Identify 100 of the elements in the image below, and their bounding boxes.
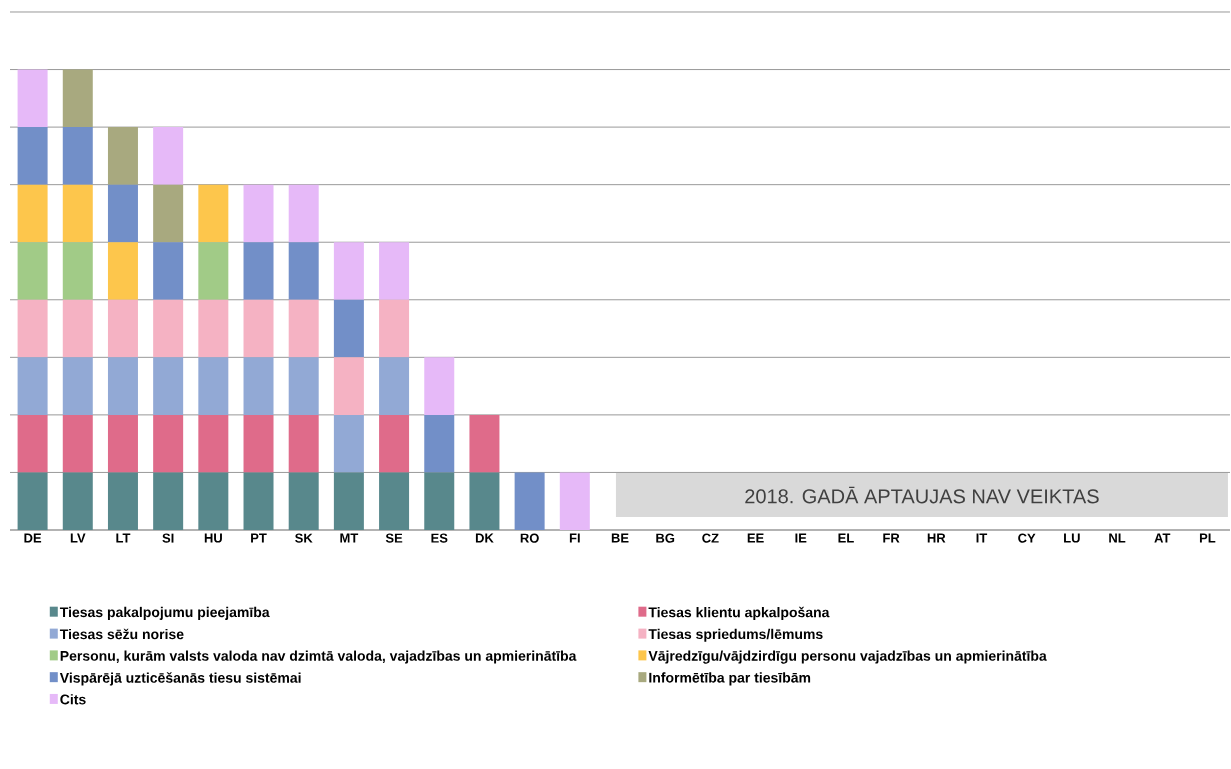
bar: [17, 69, 48, 128]
legend-label: Tiesas pakalpojumu pieejamība: [59, 606, 270, 620]
bar: [424, 472, 455, 530]
bar: [379, 414, 410, 473]
x-tick-label: NL: [1109, 533, 1126, 543]
bar: [514, 472, 545, 530]
legend-label: Tiesas klientu apkalpošana: [648, 606, 830, 621]
x-tick-label: MT: [340, 533, 359, 543]
bar: [333, 242, 364, 300]
bar: [107, 299, 138, 358]
bar: [62, 414, 93, 473]
x-tick-label: LV: [70, 533, 86, 543]
bar: [107, 184, 138, 243]
bar: [107, 242, 138, 300]
x-tick-label: LT: [116, 533, 131, 543]
x-tick-label: BG: [656, 533, 675, 543]
bar: [198, 242, 229, 300]
x-tick-label: HU: [204, 533, 222, 543]
x-tick-label: IT: [976, 533, 988, 543]
legend-label: Personu, kurām valsts valoda nav dzimtā valoda, vajadzības un apmierinātība: [60, 650, 577, 664]
bar: [379, 357, 410, 415]
x-tick-label: PT: [251, 533, 267, 543]
bar: [107, 414, 138, 473]
bar: [17, 472, 48, 530]
legend-label: Tiesas spriedums/lēmums: [648, 628, 823, 642]
bar: [107, 472, 138, 530]
x-tick-label: HR: [927, 533, 946, 543]
legend-label: Vispārējā uzticēšanās tiesu sistēmai: [59, 672, 301, 686]
x-tick-label: LU: [1064, 533, 1080, 543]
bar: [107, 127, 138, 185]
x-tick-label: SE: [385, 533, 403, 543]
bar: [379, 299, 410, 358]
bar: [198, 472, 229, 530]
x-tick-label: SK: [295, 533, 313, 543]
bar: [17, 299, 48, 358]
x-tick-label: CY: [1018, 533, 1036, 543]
bar: [243, 184, 274, 243]
bar: [153, 127, 184, 185]
bar: [153, 299, 184, 358]
bar: [243, 299, 274, 358]
bar: [153, 472, 184, 530]
x-tick-label: AT: [1154, 533, 1171, 543]
bar: [243, 414, 274, 473]
bar: [288, 242, 319, 300]
bar: [17, 127, 48, 185]
bar: [62, 69, 93, 128]
x-tick-label: PL: [1199, 533, 1216, 543]
bar: [153, 184, 184, 243]
bar: [17, 414, 48, 473]
bar: [243, 357, 274, 415]
bar: [62, 184, 93, 243]
bar: [288, 184, 319, 243]
bar: [198, 357, 229, 415]
bar: [198, 414, 229, 473]
bar: [198, 299, 229, 358]
bar: [243, 472, 274, 530]
annotation: 2018. GADĀ APTAUJAS NAV VEIKTAS: [745, 486, 1099, 504]
x-tick-label: DK: [475, 533, 494, 543]
bar: [198, 184, 229, 243]
bar: [333, 414, 364, 473]
bar: [469, 414, 500, 473]
bar: [17, 184, 48, 243]
x-tick-label: EE: [747, 533, 764, 543]
x-tick-label: FR: [883, 533, 900, 543]
x-tick-label: FI: [569, 533, 580, 543]
legend-label: Informētība par tiesībām: [649, 672, 811, 686]
bar: [17, 242, 48, 300]
bar: [62, 472, 93, 530]
x-tick-label: IE: [795, 533, 807, 543]
x-tick-label: CZ: [702, 533, 719, 543]
bar: [288, 299, 319, 358]
bar: [288, 414, 319, 473]
x-tick-label: EL: [838, 533, 854, 543]
bar: [153, 242, 184, 300]
bar: [62, 299, 93, 358]
x-tick-label: SI: [162, 533, 174, 543]
bar: [379, 472, 410, 530]
bar: [153, 357, 184, 415]
bar: [424, 414, 455, 473]
bar: [333, 357, 364, 415]
bar: [379, 242, 410, 300]
bar: [424, 357, 455, 415]
legend-label: Tiesas sēžu norise: [59, 628, 184, 640]
x-tick-label: ES: [431, 533, 448, 543]
x-tick-label: BE: [611, 533, 629, 543]
bar: [469, 472, 500, 530]
bar: [333, 299, 364, 358]
bar: [153, 414, 184, 473]
legend-label: Vājredzīgu/vājdzirdīgu personu vajadzības un apmierinātība: [648, 650, 1047, 664]
bar: [62, 242, 93, 300]
bar: [243, 242, 274, 300]
x-tick-label: DE: [24, 533, 42, 543]
legend-label: Cits: [60, 694, 86, 705]
bar: [288, 472, 319, 530]
bar: [288, 357, 319, 415]
bar: [62, 127, 93, 185]
bar: [333, 472, 364, 530]
bar: [62, 357, 93, 415]
bar: [559, 472, 590, 530]
bar: [107, 357, 138, 415]
